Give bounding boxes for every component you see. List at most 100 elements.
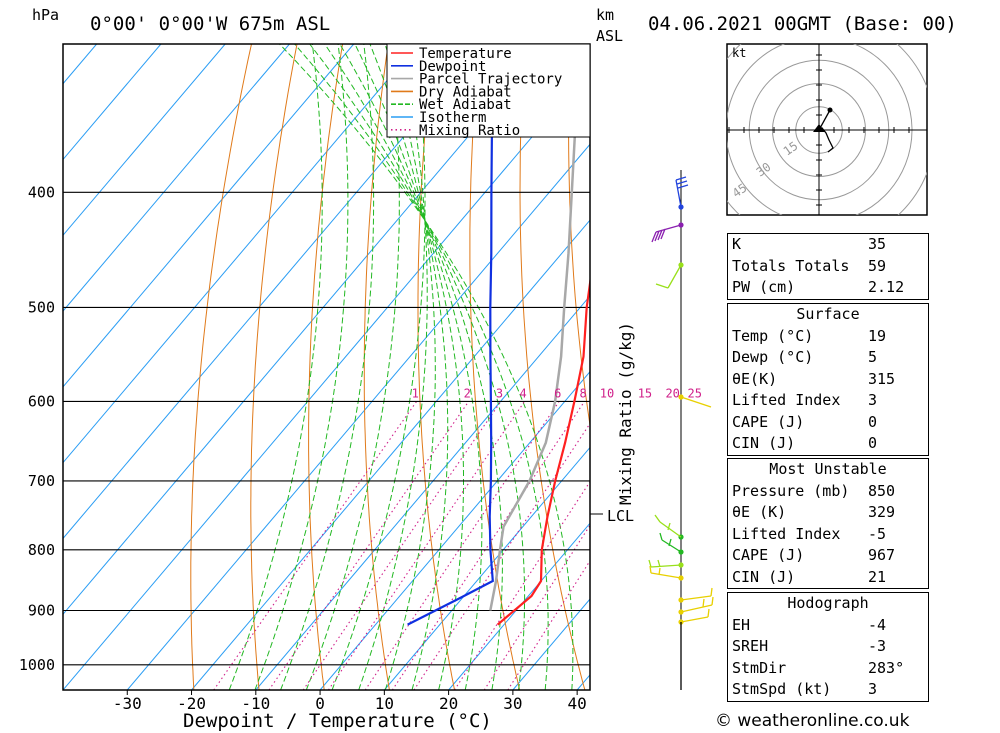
unstable-row: CIN (J) 21: [732, 567, 887, 586]
isotherm-line: [0, 44, 32, 690]
location-title: 0°00' 0°00'W 675m ASL: [90, 13, 330, 35]
x-tick-label: -10: [241, 694, 270, 713]
pressure-tick-label: 500: [28, 298, 55, 316]
isotherm-line: [63, 44, 290, 312]
surface-row: θE(K) 315: [732, 369, 896, 388]
isotherm-line: [63, 44, 355, 388]
hodograph-ring-label: 30: [754, 160, 774, 180]
x-tick-label: -20: [177, 694, 206, 713]
hodograph-unit: kt: [732, 46, 746, 60]
hpa-unit: hPa: [32, 6, 59, 24]
unstable-row: CAPE (J) 967: [732, 546, 896, 564]
wind-barb: [648, 559, 682, 568]
wet-adiabat-line: [309, 44, 526, 690]
wet-adiabat-line: [369, 44, 449, 690]
surface-row: Temp (°C) 19: [732, 326, 887, 345]
x-tick-label: 30: [503, 694, 522, 713]
dry-adiabat-line: [417, 44, 455, 690]
hodograph-title: Hodograph: [787, 594, 869, 612]
legend-item: Dewpoint: [419, 59, 486, 75]
general-indices-table: K 35 Totals Totals 59 PW (cm) 2.12: [727, 233, 929, 300]
surface-table: Surface Temp (°C) 19 Dewp (°C) 5 θE(K) 315 …: [727, 303, 929, 456]
temperature-line: [496, 275, 590, 626]
index-row-totals: Totals Totals 59: [732, 256, 887, 275]
x-tick-label: 20: [439, 694, 458, 713]
hodograph-origin-marker: [813, 124, 825, 132]
wind-barb: [654, 514, 682, 538]
legend-item: Isotherm: [419, 110, 486, 126]
axis-labels: 1 2 3 4 6 8 10 15 20 254005006007008009001000-30-…: [19, 183, 702, 713]
hodograph-storm-dot: [827, 107, 833, 113]
wind-barb: [655, 264, 682, 289]
x-tick-label: -30: [113, 694, 142, 713]
surface-row: Lifted Index 3: [732, 391, 878, 409]
wind-barb: [680, 596, 714, 613]
index-row-k: K 35: [732, 235, 887, 253]
hodo-row: StmDir 283°: [732, 658, 905, 677]
mixing-ratio-label: 8: [580, 386, 587, 400]
wet-adiabat-line: [279, 44, 574, 690]
hodograph-plot: [727, 44, 927, 215]
isotherm-line: [63, 44, 226, 237]
wet-adiabat-line: [280, 44, 375, 690]
km-unit: km: [596, 6, 614, 24]
wet-adiabat-line: [358, 44, 428, 690]
unstable-row: Lifted Index -5: [732, 524, 887, 543]
credit-link[interactable]: © weatheronline.co.uk: [715, 711, 910, 731]
legend-item: Wet Adiabat: [419, 97, 512, 113]
mixing-ratio-line: [413, 422, 590, 690]
asl-unit: ASL: [596, 27, 623, 45]
wet-adiabat-line: [339, 44, 483, 690]
mixing-ratio-line: [364, 401, 560, 690]
pressure-tick-label: 400: [28, 183, 55, 201]
isotherm-line: [63, 44, 547, 615]
datetime-title: 04.06.2021 00GMT (Base: 00): [648, 13, 957, 35]
wind-barb: [680, 608, 710, 623]
mixing-ratio-label: 6: [554, 386, 561, 400]
isotherm-line: [63, 44, 162, 161]
hodo-row: SREH -3: [732, 637, 887, 655]
mixing-ratio-label: 4: [520, 386, 527, 400]
dry-adiabat-line: [190, 44, 252, 690]
profiles: [407, 44, 590, 626]
mixing-ratio-label: 10: [600, 386, 614, 400]
mixing-ratio-label: 2: [464, 386, 471, 400]
pressure-tick-label: 700: [28, 472, 55, 490]
mixing-ratio-line: [454, 480, 590, 690]
index-row-pw: PW (cm) 2.12: [732, 278, 905, 296]
pressure-tick-label: 1000: [19, 656, 55, 674]
dry-adiabat-line: [308, 44, 344, 690]
mixing-ratio-line: [327, 401, 525, 690]
hodograph-indices-table: Hodograph EH -4 SREH -3 StmDir 283° StmSpd …: [727, 592, 929, 702]
wet-adiabat-line: [384, 44, 436, 690]
hodo-row: EH -4: [732, 615, 887, 634]
surface-title: Surface: [796, 305, 860, 323]
isotherm-line: [191, 219, 590, 690]
mixing-ratio-line: [391, 401, 585, 690]
wet-adiabat-line: [228, 44, 323, 690]
mixing-ratio-axis-title: Mixing Ratio (g/kg): [616, 322, 635, 505]
mixing-ratio-label: 15: [638, 386, 652, 400]
plot-frame: [62, 43, 591, 691]
wet-adiabat-line: [294, 44, 549, 690]
mixing-ratio-label: 1: [412, 386, 419, 400]
wind-barb: [680, 587, 713, 601]
surface-row: CAPE (J) 0: [732, 412, 878, 431]
legend-item: Mixing Ratio: [419, 123, 520, 139]
mixing-ratio-line: [507, 559, 590, 690]
parcel-trajectory-line: [489, 44, 580, 611]
pressure-tick-label: 600: [28, 392, 55, 410]
wet-adiabat-line: [254, 44, 349, 690]
dry-adiabat-line: [250, 44, 298, 690]
most-unstable-title: Most Unstable: [769, 460, 887, 478]
dry-adiabat-line: [469, 44, 521, 690]
isotherm-line: [63, 44, 483, 540]
mixing-ratio-label: 25: [687, 386, 701, 400]
legend-item: Parcel Trajectory: [419, 72, 562, 88]
mixing-ratio-line: [302, 401, 502, 690]
lcl-label: LCL: [607, 507, 634, 525]
hodo-row: StmSpd (kt) 3: [732, 680, 878, 698]
